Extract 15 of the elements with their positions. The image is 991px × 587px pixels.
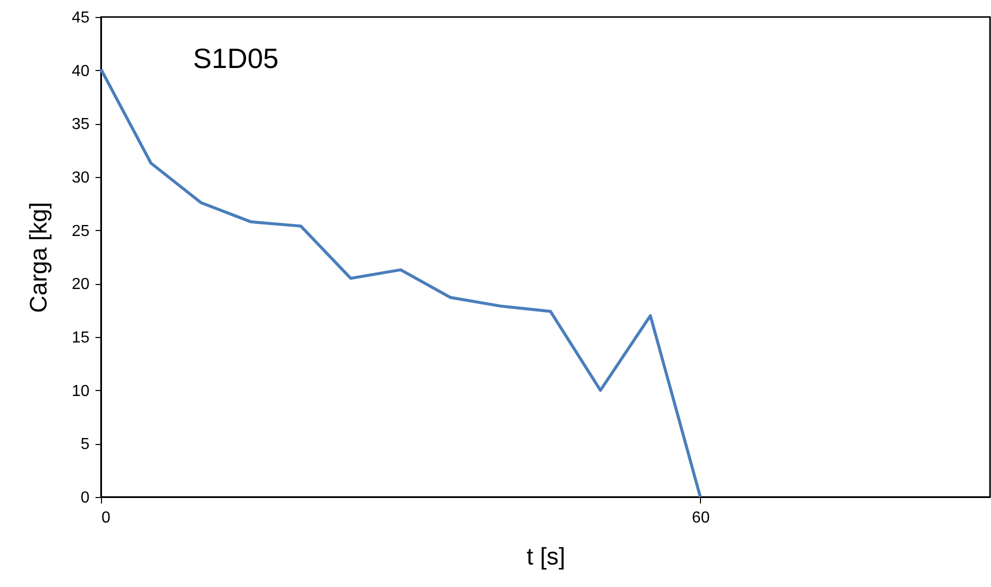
y-tick-label: 20 — [72, 276, 90, 294]
y-axis-title: Carga [kg] — [26, 202, 53, 313]
y-tick-label: 35 — [72, 116, 90, 134]
line-series — [100, 68, 702, 498]
y-tick-label: 5 — [80, 436, 90, 454]
x-tick-label: 60 — [692, 510, 710, 526]
y-tick-label: 45 — [72, 10, 90, 26]
y-tick-label: 10 — [72, 382, 90, 400]
y-tick-label: 30 — [72, 170, 90, 186]
y-tick-label: 40 — [72, 62, 90, 80]
x-axis-title: t [s] — [526, 544, 566, 570]
y-tick-label: 0 — [80, 490, 90, 506]
text: S1D05 — [193, 43, 279, 74]
y-tick-label: 25 — [72, 222, 90, 240]
y-tick-label: 15 — [72, 330, 90, 346]
